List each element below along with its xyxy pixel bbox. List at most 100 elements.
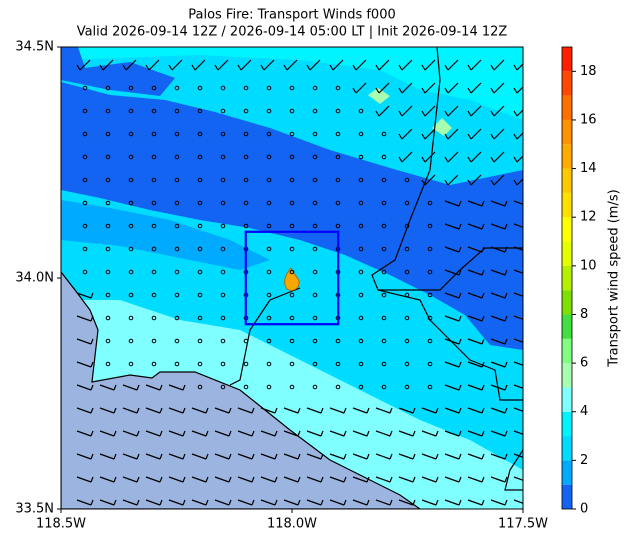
wind-barb <box>191 453 209 460</box>
wind-barb <box>82 177 88 183</box>
colorbar-segment <box>562 168 572 193</box>
wind-barb <box>174 246 180 252</box>
wind-barb <box>289 246 295 252</box>
wind-barb <box>358 108 364 114</box>
wind-barb <box>99 430 117 437</box>
wind-barb <box>306 499 324 506</box>
wind-barb <box>260 499 278 506</box>
wind-barb <box>329 407 347 414</box>
colorbar-tick-label: 18 <box>580 64 597 79</box>
wind-barb <box>398 499 416 506</box>
colorbar-segment <box>562 338 572 364</box>
wind-barb <box>122 476 140 483</box>
wind-barb <box>444 246 462 253</box>
fire-icon <box>284 267 300 291</box>
wind-barb <box>76 430 94 437</box>
wind-barb <box>151 177 157 183</box>
wind-barb <box>306 59 321 71</box>
wind-barb <box>312 200 318 206</box>
wind-barb <box>105 131 111 137</box>
wind-barb <box>128 131 134 137</box>
title: Palos Fire: Transport Winds f000 <box>188 8 396 23</box>
colorbar-segment <box>562 363 572 388</box>
wind-barb <box>467 246 485 253</box>
wind-barb <box>214 407 232 414</box>
wind-barb <box>467 269 485 276</box>
wind-barb <box>335 85 341 91</box>
wind-barb <box>197 108 203 114</box>
wind-barb <box>398 476 416 483</box>
wind-barb <box>490 269 508 276</box>
wind-barb <box>266 338 272 344</box>
wind-barb <box>444 59 459 71</box>
wind-barb <box>220 384 226 390</box>
wind-barb <box>266 246 272 252</box>
wind-barb <box>404 361 410 367</box>
colorbar-segment <box>562 411 572 437</box>
wind-barb <box>404 338 410 344</box>
wind-barb <box>381 361 387 367</box>
wind-barb <box>243 154 249 160</box>
wind-barb <box>76 59 91 71</box>
wind-barb <box>105 154 111 160</box>
wind-barb <box>145 430 163 437</box>
wind-barb <box>513 246 523 251</box>
wind-barb <box>306 453 324 460</box>
colorbar-segment <box>562 71 572 96</box>
wind-barb <box>105 177 111 183</box>
wind-barb <box>220 361 226 367</box>
colorbar-segment <box>562 436 572 461</box>
wind-barb <box>398 407 416 414</box>
wind-barb <box>243 131 249 137</box>
colorbar-tick-label: 8 <box>580 307 588 322</box>
wind-barb <box>444 361 462 368</box>
wind-barb <box>335 338 341 344</box>
wind-barb <box>381 223 387 229</box>
wind-barb <box>404 315 410 321</box>
wind-barb <box>174 338 180 344</box>
wind-barb <box>237 407 255 414</box>
wind-barb <box>197 315 203 321</box>
wind-barb <box>375 453 393 460</box>
wind-barb <box>99 476 117 483</box>
wind-barb <box>266 200 272 206</box>
wind-barb <box>404 292 410 298</box>
wind-barb <box>467 128 482 140</box>
colorbar: 0 2 4 6 8 10 12 14 16 18 <box>561 46 597 517</box>
wind-barb <box>237 59 252 71</box>
wind-barb <box>128 154 134 160</box>
wind-barb <box>421 128 436 140</box>
wind-barb <box>289 177 295 183</box>
wind-barb <box>467 384 485 391</box>
field-region <box>61 200 270 270</box>
wind-barb <box>490 430 508 437</box>
wind-barb <box>76 453 94 460</box>
wind-barb <box>444 453 462 460</box>
wind-barb <box>398 82 413 94</box>
wind-barb <box>151 246 157 252</box>
wind-barb <box>421 453 439 460</box>
wind-barb <box>260 476 278 483</box>
wind-barb <box>145 384 163 391</box>
wind-barb <box>513 338 523 343</box>
wind-barb <box>421 151 436 163</box>
wind-barb <box>306 430 324 437</box>
colorbar-tick-label: 6 <box>580 356 588 371</box>
wind-barb <box>381 338 387 344</box>
wind-barb <box>76 315 94 322</box>
wind-barb <box>266 292 272 298</box>
wind-barb <box>421 430 439 437</box>
wind-barb <box>513 384 523 389</box>
wind-barb <box>128 200 134 206</box>
y-tick-label: 34.5N <box>15 40 54 55</box>
wind-barb <box>444 315 462 322</box>
wind-barb <box>105 292 111 298</box>
wind-barb <box>168 453 186 460</box>
wind-barb <box>82 223 88 229</box>
wind-barb <box>444 151 459 163</box>
wind-barb <box>444 407 462 414</box>
wind-barb <box>427 315 433 321</box>
x-tick-label: 117.5W <box>498 517 548 532</box>
wind-barb <box>444 499 462 506</box>
wind-barb <box>99 407 117 414</box>
